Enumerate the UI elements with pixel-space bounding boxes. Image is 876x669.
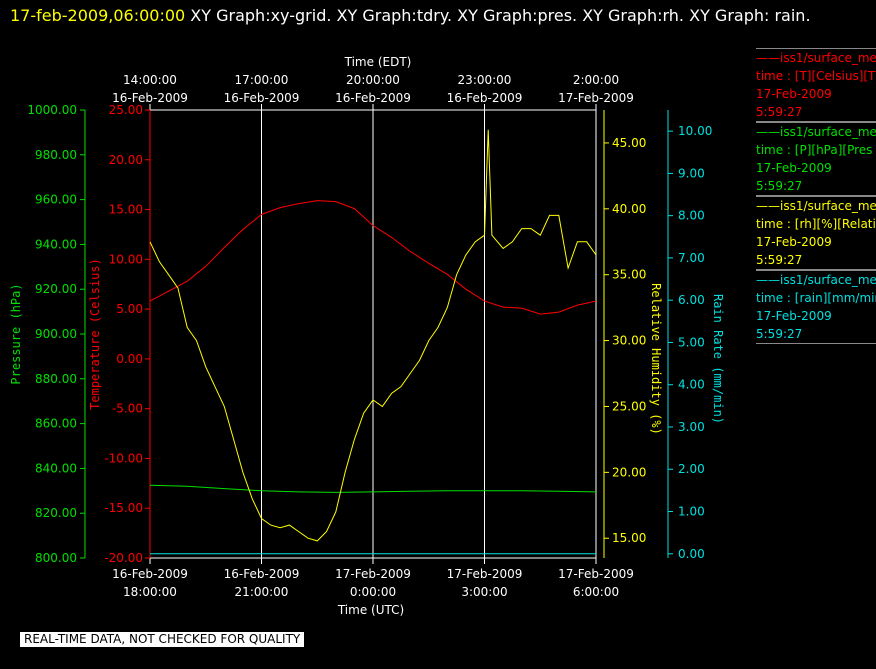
- pressure-tick-label: 880.00: [35, 372, 77, 386]
- series-line-rh: [149, 129, 597, 542]
- bottom-tick-label: 0:00:00: [350, 585, 396, 599]
- bottom-tick-label: 17-Feb-2009: [558, 567, 634, 581]
- pressure-tick-label: 840.00: [35, 461, 77, 475]
- legend-text: 5:59:27: [756, 179, 803, 193]
- rh-tick-label: 20.00: [612, 465, 646, 479]
- legend-text: ——iss1/surface_me: [756, 125, 876, 139]
- top-tick-label: 20:00:00: [346, 73, 400, 87]
- quality-warning: REAL-TIME DATA, NOT CHECKED FOR QUALITY: [20, 632, 305, 647]
- temperature-tick-label: 25.00: [109, 103, 143, 117]
- pressure-tick-label: 960.00: [35, 193, 77, 207]
- rain-tick-label: 3.00: [678, 420, 705, 434]
- rain-tick-label: 5.00: [678, 335, 705, 349]
- top-tick-label: 14:00:00: [123, 73, 177, 87]
- rh-tick-label: 35.00: [612, 268, 646, 282]
- bottom-axis-label: Time (UTC): [337, 603, 404, 617]
- top-tick-label: 16-Feb-2009: [335, 91, 411, 105]
- header-date: 17-feb-2009,06:00:00: [10, 6, 186, 25]
- rh-tick-label: 25.00: [612, 399, 646, 413]
- top-tick-label: 23:00:00: [458, 73, 512, 87]
- rain-tick-label: 7.00: [678, 251, 705, 265]
- temperature-tick-label: 10.00: [109, 252, 143, 266]
- pressure-tick-label: 820.00: [35, 506, 77, 520]
- header-graph-list: XY Graph:xy-grid. XY Graph:tdry. XY Grap…: [190, 6, 811, 25]
- pressure-tick-label: 920.00: [35, 282, 77, 296]
- rain-tick-label: 4.00: [678, 378, 705, 392]
- temperature-tick-label: 5.00: [116, 302, 143, 316]
- rain-tick-label: 1.00: [678, 505, 705, 519]
- bottom-tick-label: 6:00:00: [573, 585, 619, 599]
- pressure-axis-title: Pressure (hPa): [9, 283, 23, 384]
- rh-tick-label: 45.00: [612, 136, 646, 150]
- legend-text: 17-Feb-2009: [756, 235, 832, 249]
- rain-axis-title: Rain Rate (mm/min): [711, 294, 725, 424]
- top-tick-label: 17-Feb-2009: [558, 91, 634, 105]
- pressure-tick-label: 800.00: [35, 551, 77, 565]
- bottom-tick-label: 3:00:00: [461, 585, 507, 599]
- bottom-tick-label: 17-Feb-2009: [447, 567, 523, 581]
- bottom-tick-label: 16-Feb-2009: [224, 567, 300, 581]
- legend-text: 17-Feb-2009: [756, 309, 832, 323]
- legend-text: time : [rain][mm/min: [756, 291, 876, 305]
- legend-text: ——iss1/surface_me: [756, 199, 876, 213]
- legend-text: ——iss1/surface_me: [756, 273, 876, 287]
- temperature-tick-label: 0.00: [116, 352, 143, 366]
- bottom-tick-label: 18:00:00: [123, 585, 177, 599]
- rh-tick-label: 40.00: [612, 202, 646, 216]
- rain-tick-label: 9.00: [678, 166, 705, 180]
- legend-text: ——iss1/surface_me: [756, 51, 876, 65]
- pressure-tick-label: 940.00: [35, 237, 77, 251]
- rain-tick-label: 10.00: [678, 124, 712, 138]
- bottom-tick-label: 16-Feb-2009: [112, 567, 188, 581]
- rain-tick-label: 8.00: [678, 209, 705, 223]
- pressure-tick-label: 980.00: [35, 148, 77, 162]
- rh-tick-label: 30.00: [612, 334, 646, 348]
- pressure-tick-label: 860.00: [35, 417, 77, 431]
- pressure-tick-label: 900.00: [35, 327, 77, 341]
- legend-text: 17-Feb-2009: [756, 161, 832, 175]
- legend-text: 5:59:27: [756, 327, 803, 341]
- temperature-tick-label: -20.00: [104, 551, 143, 565]
- rain-tick-label: 2.00: [678, 462, 705, 476]
- rain-tick-label: 0.00: [678, 547, 705, 561]
- temperature-tick-label: -15.00: [104, 501, 143, 515]
- top-axis-label: Time (EDT): [344, 55, 412, 69]
- series-line-pressure: [149, 484, 597, 493]
- top-tick-label: 17:00:00: [235, 73, 289, 87]
- temperature-axis-title: Temperature (Celsius): [88, 258, 102, 410]
- temperature-tick-label: 15.00: [109, 203, 143, 217]
- top-tick-label: 16-Feb-2009: [112, 91, 188, 105]
- legend: ——iss1/surface_me time : [T][Celsius][T 17…: [756, 48, 876, 344]
- temperature-tick-label: -10.00: [104, 451, 143, 465]
- top-tick-label: 2:00:00: [573, 73, 619, 87]
- legend-text: time : [P][hPa][Pres: [756, 143, 873, 157]
- legend-text: 5:59:27: [756, 105, 803, 119]
- top-tick-label: 16-Feb-2009: [224, 91, 300, 105]
- bottom-tick-label: 17-Feb-2009: [335, 567, 411, 581]
- temperature-tick-label: -5.00: [112, 402, 143, 416]
- rain-tick-label: 6.00: [678, 293, 705, 307]
- rh-axis-title: Relative Humidity (%): [649, 283, 663, 435]
- pressure-tick-label: 1000.00: [27, 103, 77, 117]
- legend-text: time : [rh][%][Relati: [756, 217, 876, 231]
- legend-text: 5:59:27: [756, 253, 803, 267]
- page-header: 17-feb-2009,06:00:00 XY Graph:xy-grid. X…: [10, 2, 870, 30]
- bottom-tick-label: 21:00:00: [235, 585, 289, 599]
- rh-tick-label: 15.00: [612, 531, 646, 545]
- series-line-temperature: [149, 200, 597, 315]
- legend-text: time : [T][Celsius][T: [756, 69, 876, 83]
- top-tick-label: 16-Feb-2009: [447, 91, 523, 105]
- legend-text: 17-Feb-2009: [756, 87, 832, 101]
- temperature-tick-label: 20.00: [109, 153, 143, 167]
